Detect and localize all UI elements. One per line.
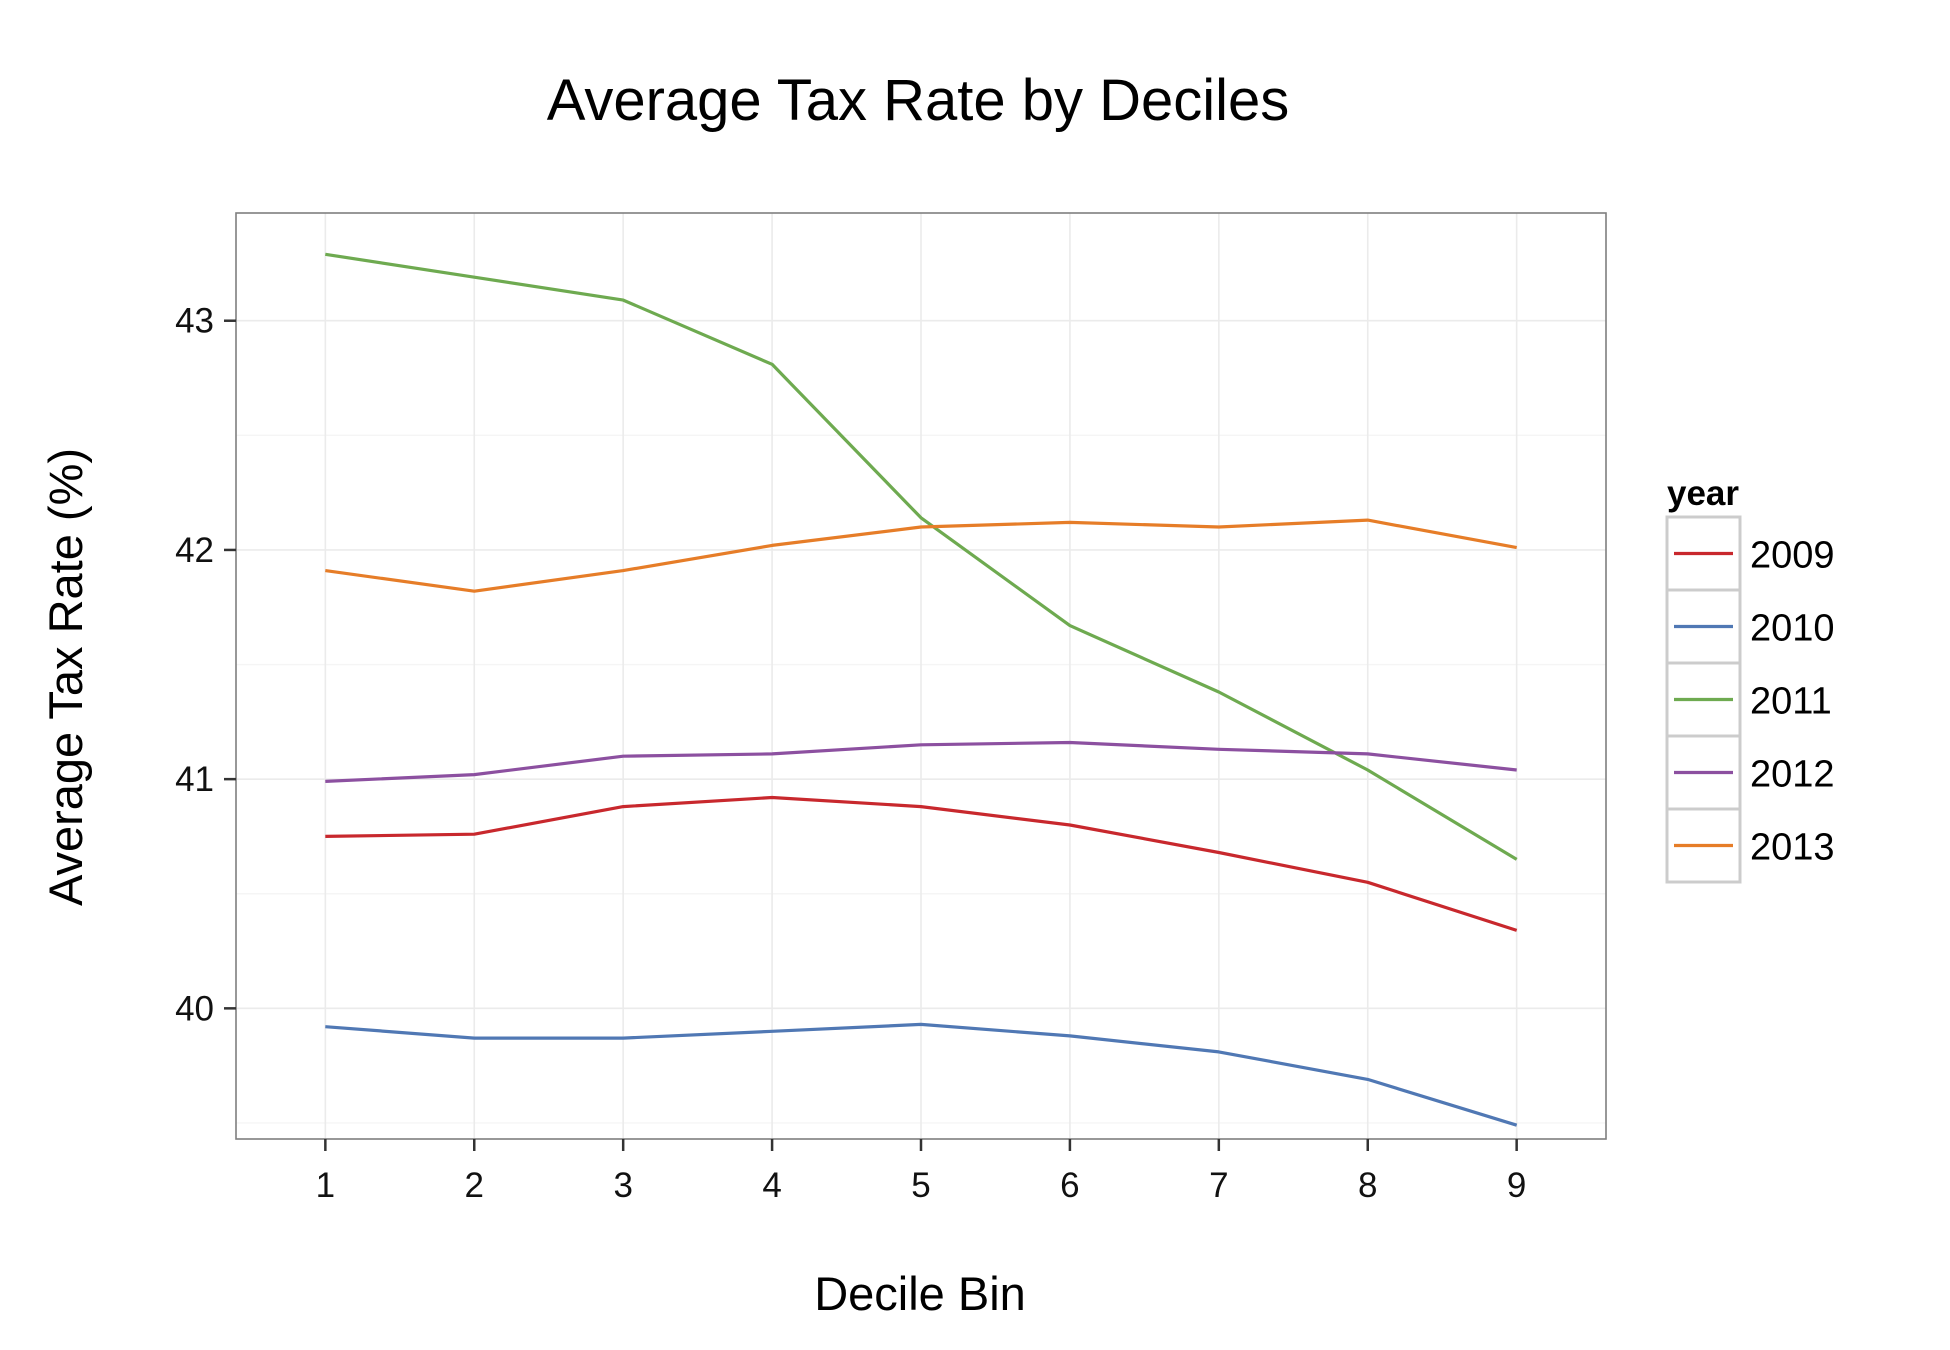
series-line-2011 (325, 252, 1518, 861)
x-tick-label: 6 (1060, 1166, 1079, 1205)
x-tick-label: 2 (465, 1166, 484, 1205)
legend-title: year (1667, 474, 1739, 513)
y-tick-label: 43 (175, 302, 214, 341)
y-axis: 40 41 42 43 (175, 302, 236, 1028)
x-tick-label: 7 (1209, 1166, 1228, 1205)
legend-label: 2011 (1750, 681, 1832, 723)
series-lines (325, 252, 1518, 1127)
major-gridlines (236, 213, 1606, 1139)
y-tick-label: 40 (175, 989, 214, 1028)
y-axis-title: Average Tax Rate (%) (39, 448, 92, 906)
legend-label: 2012 (1750, 754, 1835, 796)
y-tick-label: 41 (175, 760, 214, 799)
x-tick-label: 5 (911, 1166, 930, 1205)
chart-title: Average Tax Rate by Deciles (547, 68, 1290, 133)
legend-label: 2010 (1750, 608, 1835, 650)
legend-label: 2013 (1750, 827, 1835, 869)
x-tick-label: 9 (1507, 1166, 1526, 1205)
y-tick-label: 42 (175, 531, 214, 570)
x-tick-label: 4 (762, 1166, 781, 1205)
x-axis: 1 2 3 4 5 6 7 8 9 (316, 1139, 1526, 1205)
legend-label: 2009 (1750, 535, 1835, 577)
series-line-2013 (325, 518, 1517, 593)
series-line-2009 (325, 795, 1518, 932)
x-axis-title: Decile Bin (814, 1267, 1026, 1320)
legend: year 2009 2010 2011 2012 2013 (1665, 474, 1835, 884)
x-tick-label: 3 (613, 1166, 632, 1205)
x-tick-label: 1 (316, 1166, 335, 1205)
series-line-2012 (325, 740, 1517, 783)
series-line-2010 (325, 1022, 1518, 1127)
x-tick-label: 8 (1358, 1166, 1377, 1205)
